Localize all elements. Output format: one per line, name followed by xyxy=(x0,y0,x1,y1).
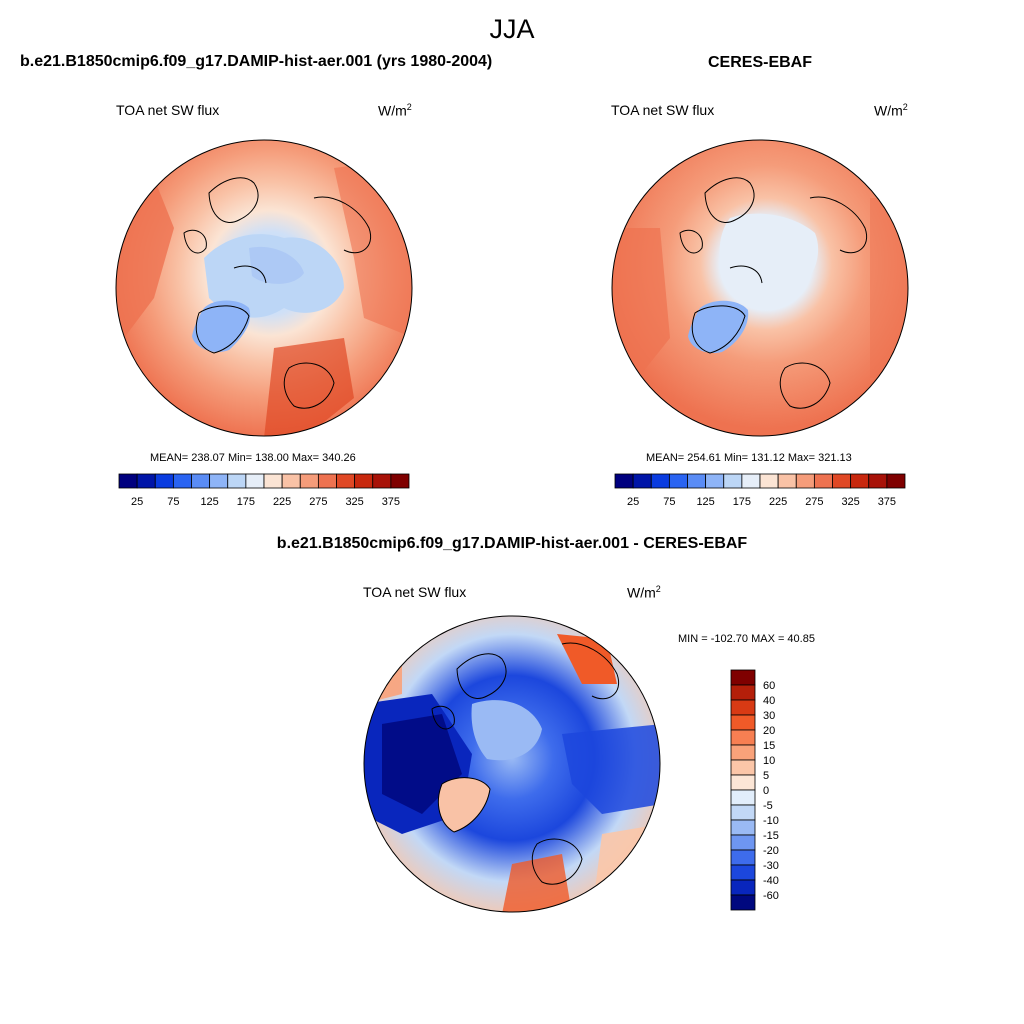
colorbar-swatch xyxy=(795,473,815,489)
colorbar-swatch xyxy=(730,834,756,851)
colorbar-swatch xyxy=(136,473,156,489)
colorbar-tick-label: -20 xyxy=(763,845,779,857)
colorbar-swatch xyxy=(336,473,356,489)
colorbar-swatch xyxy=(730,879,756,896)
colorbar-tick-label: -30 xyxy=(763,860,779,872)
colorbar-swatch xyxy=(850,473,870,489)
obs-colorbar: 25 75 125 175 225 275 325 375 xyxy=(614,473,906,508)
colorbar-swatch xyxy=(372,473,392,489)
colorbar-tick-label: -40 xyxy=(763,875,779,887)
colorbar-swatch xyxy=(390,473,410,489)
colorbar-swatch xyxy=(705,473,725,489)
colorbar-swatch xyxy=(263,473,283,489)
colorbar-swatch xyxy=(118,473,138,489)
colorbar-tick-label: 75 xyxy=(663,496,675,508)
colorbar-tick-label: -10 xyxy=(763,815,779,827)
colorbar-tick-label: -60 xyxy=(763,890,779,902)
colorbar-swatch xyxy=(832,473,852,489)
model-colorbar: 25 75 125 175 225 275 325 375 xyxy=(118,473,410,508)
colorbar-swatch xyxy=(730,849,756,866)
obs-units-label: W/m2 xyxy=(874,102,908,119)
colorbar-swatch xyxy=(730,789,756,806)
colorbar-swatch xyxy=(281,473,301,489)
colorbar-swatch xyxy=(354,473,374,489)
colorbar-swatch xyxy=(813,473,833,489)
colorbar-swatch xyxy=(730,669,756,686)
model-panel-title: b.e21.B1850cmip6.f09_g17.DAMIP-hist-aer.… xyxy=(20,53,493,70)
diff-units-label: W/m2 xyxy=(627,584,661,601)
colorbar-tick-label: 175 xyxy=(733,496,751,508)
colorbar-tick-label: 325 xyxy=(841,496,859,508)
colorbar-swatch xyxy=(730,744,756,761)
colorbar-swatch xyxy=(759,473,779,489)
diff-variable-label: TOA net SW flux xyxy=(363,584,467,600)
colorbar-swatch xyxy=(299,473,319,489)
colorbar-swatch xyxy=(730,759,756,776)
colorbar-tick-label: -5 xyxy=(763,800,773,812)
colorbar-swatch xyxy=(632,473,652,489)
colorbar-swatch xyxy=(668,473,688,489)
colorbar-swatch xyxy=(730,699,756,716)
colorbar-tick-label: 25 xyxy=(627,496,639,508)
colorbar-tick-label: 225 xyxy=(769,496,787,508)
colorbar-swatch xyxy=(317,473,337,489)
colorbar-tick-label: 375 xyxy=(382,496,400,508)
colorbar-tick-label: 375 xyxy=(878,496,896,508)
colorbar-tick-label: 125 xyxy=(200,496,218,508)
colorbar-swatch xyxy=(730,894,756,911)
season-title: JJA xyxy=(489,14,535,44)
model-variable-label: TOA net SW flux xyxy=(116,102,220,118)
colorbar-tick-label: 40 xyxy=(763,695,775,707)
colorbar-tick-label: 10 xyxy=(763,755,775,767)
colorbar-swatch xyxy=(723,473,743,489)
obs-stats: MEAN= 254.61 Min= 131.12 Max= 321.13 xyxy=(646,452,852,464)
colorbar-swatch xyxy=(777,473,797,489)
colorbar-swatch xyxy=(172,473,192,489)
colorbar-tick-label: 75 xyxy=(167,496,179,508)
model-polar-map xyxy=(115,139,413,437)
colorbar-swatch xyxy=(730,804,756,821)
obs-variable-label: TOA net SW flux xyxy=(611,102,715,118)
colorbar-swatch xyxy=(730,819,756,836)
colorbar-tick-label: 275 xyxy=(805,496,823,508)
diff-polar-map xyxy=(363,615,661,913)
colorbar-swatch xyxy=(245,473,265,489)
diff-stats: MIN = -102.70 MAX = 40.85 xyxy=(678,633,815,645)
colorbar-tick-label: 60 xyxy=(763,680,775,692)
colorbar-swatch xyxy=(687,473,707,489)
colorbar-tick-label: 125 xyxy=(696,496,714,508)
diff-colorbar: 60 40 30 20 15 10 5 0 -5 -10 -15 -20 -30 -40 -60 xyxy=(730,669,779,911)
colorbar-swatch xyxy=(650,473,670,489)
colorbar-tick-label: 225 xyxy=(273,496,291,508)
colorbar-swatch xyxy=(741,473,761,489)
colorbar-tick-label: 175 xyxy=(237,496,255,508)
colorbar-swatch xyxy=(730,684,756,701)
colorbar-tick-label: 20 xyxy=(763,725,775,737)
colorbar-tick-label: 5 xyxy=(763,770,769,782)
colorbar-swatch xyxy=(209,473,229,489)
model-units-label: W/m2 xyxy=(378,102,412,119)
colorbar-tick-label: 0 xyxy=(763,785,769,797)
colorbar-tick-label: -15 xyxy=(763,830,779,842)
colorbar-swatch xyxy=(227,473,247,489)
colorbar-tick-label: 30 xyxy=(763,710,775,722)
diff-panel-title: b.e21.B1850cmip6.f09_g17.DAMIP-hist-aer.… xyxy=(276,535,748,552)
obs-panel-title: CERES-EBAF xyxy=(707,54,812,71)
colorbar-swatch xyxy=(614,473,634,489)
colorbar-tick-label: 15 xyxy=(763,740,775,752)
colorbar-swatch xyxy=(730,714,756,731)
colorbar-swatch xyxy=(868,473,888,489)
colorbar-tick-label: 325 xyxy=(345,496,363,508)
colorbar-swatch xyxy=(191,473,211,489)
colorbar-swatch xyxy=(730,774,756,791)
colorbar-tick-label: 25 xyxy=(131,496,143,508)
colorbar-swatch xyxy=(886,473,906,489)
colorbar-swatch xyxy=(730,729,756,746)
colorbar-swatch xyxy=(154,473,174,489)
obs-polar-map xyxy=(611,139,909,437)
colorbar-swatch xyxy=(730,864,756,881)
colorbar-tick-label: 275 xyxy=(309,496,327,508)
model-stats: MEAN= 238.07 Min= 138.00 Max= 340.26 xyxy=(150,452,356,464)
